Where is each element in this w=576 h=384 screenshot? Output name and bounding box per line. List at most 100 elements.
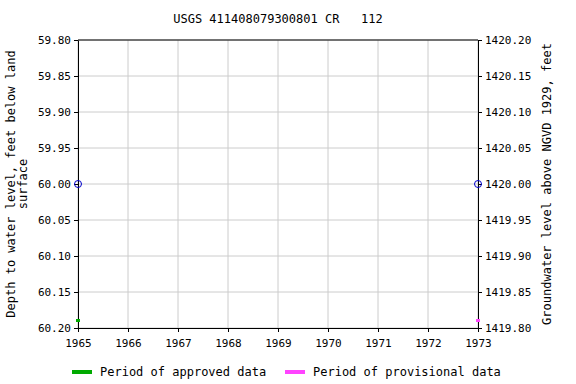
data-point xyxy=(75,181,82,188)
frame xyxy=(78,40,478,41)
tick-mark xyxy=(74,220,78,221)
tick-mark xyxy=(478,220,482,221)
tick-mark xyxy=(74,328,78,329)
legend: Period of approved dataPeriod of provisi… xyxy=(72,365,501,379)
tick: 1969 xyxy=(265,328,292,350)
tick-mark xyxy=(478,328,482,329)
tick-label: 1419.80 xyxy=(485,322,531,335)
tick-label: 1419.85 xyxy=(485,286,531,299)
tick: 59.85 xyxy=(38,70,78,83)
legend-swatch xyxy=(72,370,92,374)
legend-swatch xyxy=(285,370,305,374)
tick-label: 1966 xyxy=(115,337,142,350)
period-mark xyxy=(76,319,80,322)
tick: 1971 xyxy=(365,328,392,350)
tick-label: 1420.05 xyxy=(485,142,531,155)
grid-line xyxy=(78,112,478,113)
tick: 59.90 xyxy=(38,106,78,119)
tick-label: 1973 xyxy=(465,337,492,350)
tick-label: 59.85 xyxy=(38,70,71,83)
tick-mark xyxy=(478,40,482,41)
tick-label: 1420.15 xyxy=(485,70,531,83)
grid-line xyxy=(78,76,478,77)
tick-mark xyxy=(74,112,78,113)
tick-label: 1968 xyxy=(215,337,242,350)
tick-label: 1967 xyxy=(165,337,192,350)
tick-mark xyxy=(228,328,229,332)
axis: 1420.20 1420.15 1420.10 1420.05 1420.00 1419.… xyxy=(478,34,531,335)
tick-mark xyxy=(478,256,482,257)
tick-mark xyxy=(428,328,429,332)
tick: 1972 xyxy=(415,328,442,350)
tick-label: 1969 xyxy=(265,337,292,350)
tick: 59.95 xyxy=(38,142,78,155)
tick: 1420.20 xyxy=(478,34,531,47)
tick-mark xyxy=(74,292,78,293)
tick: 60.15 xyxy=(38,286,78,299)
tick-mark xyxy=(478,292,482,293)
axis: 59.80 59.85 59.90 59.95 60.00 60.05 60.10 60.15… xyxy=(38,34,79,335)
tick: 1970 xyxy=(315,328,342,350)
tick-mark xyxy=(328,328,329,332)
tick: 1420.05 xyxy=(478,142,531,155)
tick-mark xyxy=(74,256,78,257)
grid-line xyxy=(78,40,478,41)
tick-label: 60.00 xyxy=(38,178,71,191)
tick-mark xyxy=(378,328,379,332)
tick: 1967 xyxy=(165,328,192,350)
data-point xyxy=(475,181,482,188)
tick-label: 59.80 xyxy=(38,34,71,47)
tick: 1420.00 xyxy=(478,178,531,191)
tick-label: 60.15 xyxy=(38,286,71,299)
tick-mark xyxy=(128,328,129,332)
axis: 1965 1966 1967 1968 1969 1970 1971 1972 1973 xyxy=(65,328,492,350)
axis-line xyxy=(78,41,79,329)
grid-line xyxy=(78,148,478,149)
grid-line xyxy=(78,220,478,221)
tick: 1419.95 xyxy=(478,214,531,227)
tick: 1420.10 xyxy=(478,106,531,119)
tick: 60.05 xyxy=(38,214,78,227)
tick-mark xyxy=(178,328,179,332)
tick-label: 60.05 xyxy=(38,214,71,227)
tick-label: 59.95 xyxy=(38,142,71,155)
tick: 60.20 xyxy=(38,322,78,335)
tick-mark xyxy=(74,148,78,149)
grid xyxy=(78,40,478,328)
legend-label: Period of provisional data xyxy=(313,365,501,379)
grid-line xyxy=(78,184,478,185)
tick-mark xyxy=(78,328,79,332)
tick: 1420.15 xyxy=(478,70,531,83)
grid-line xyxy=(78,256,478,257)
tick-label: 60.10 xyxy=(38,250,71,263)
tick-label: 1419.90 xyxy=(485,250,531,263)
tick: 60.00 xyxy=(38,178,78,191)
axis-title: Groundwater level above NGVD 1929, feet xyxy=(540,43,554,325)
tick: 1966 xyxy=(115,328,142,350)
tick: 60.10 xyxy=(38,250,78,263)
plot-area xyxy=(75,181,482,323)
tick-label: 1965 xyxy=(65,337,92,350)
chart: USGS 411408079300801 CR 1121965196619671… xyxy=(0,0,576,384)
axis-title: surface xyxy=(16,159,30,210)
tick-label: 60.20 xyxy=(38,322,71,335)
tick: 1419.90 xyxy=(478,250,531,263)
tick: 1419.80 xyxy=(478,322,531,335)
tick-label: 1420.00 xyxy=(485,178,531,191)
tick-label: 1970 xyxy=(315,337,342,350)
tick-label: 1419.95 xyxy=(485,214,531,227)
tick-label: 1971 xyxy=(365,337,392,350)
tick: 1968 xyxy=(215,328,242,350)
tick-label: 59.90 xyxy=(38,106,71,119)
tick-mark xyxy=(74,76,78,77)
tick: 1419.85 xyxy=(478,286,531,299)
tick-mark xyxy=(478,148,482,149)
period-mark xyxy=(476,319,480,322)
tick: 59.80 xyxy=(38,34,78,47)
tick-mark xyxy=(278,328,279,332)
tick-label: 1972 xyxy=(415,337,442,350)
grid-line xyxy=(78,292,478,293)
tick-mark xyxy=(478,112,482,113)
tick-label: 1420.20 xyxy=(485,34,531,47)
title: USGS 411408079300801 CR 112 xyxy=(173,12,383,26)
